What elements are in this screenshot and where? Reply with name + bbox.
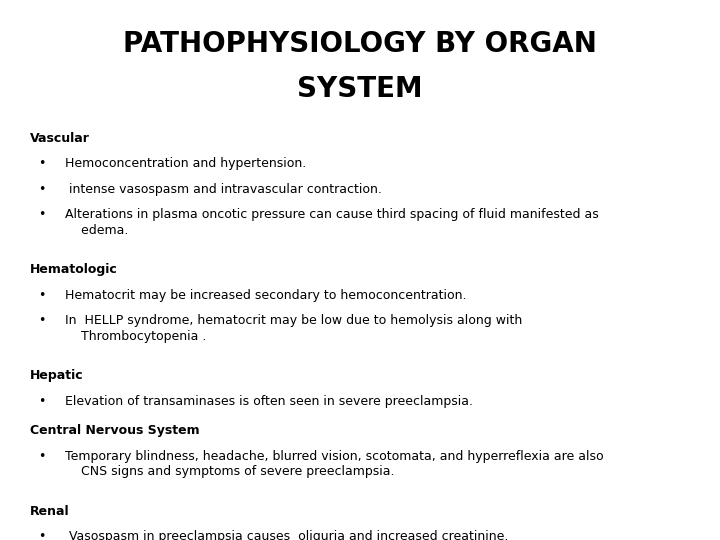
Text: Elevation of transaminases is often seen in severe preeclampsia.: Elevation of transaminases is often seen…	[65, 395, 473, 408]
Text: •: •	[38, 395, 45, 408]
Text: Vascular: Vascular	[30, 132, 90, 145]
Text: Temporary blindness, headache, blurred vision, scotomata, and hyperreflexia are : Temporary blindness, headache, blurred v…	[65, 450, 603, 478]
Text: intense vasospasm and intravascular contraction.: intense vasospasm and intravascular cont…	[65, 183, 382, 196]
Text: •: •	[38, 208, 45, 221]
Text: Central Nervous System: Central Nervous System	[30, 424, 199, 437]
Text: •: •	[38, 314, 45, 327]
Text: Renal: Renal	[30, 505, 70, 518]
Text: Hepatic: Hepatic	[30, 369, 84, 382]
Text: Alterations in plasma oncotic pressure can cause third spacing of fluid manifest: Alterations in plasma oncotic pressure c…	[65, 208, 599, 237]
Text: •: •	[38, 530, 45, 540]
Text: •: •	[38, 450, 45, 463]
Text: Vasospasm in preeclampsia causes  oliguria and increased creatinine.: Vasospasm in preeclampsia causes oliguri…	[65, 530, 508, 540]
Text: Hematocrit may be increased secondary to hemoconcentration.: Hematocrit may be increased secondary to…	[65, 289, 467, 302]
Text: In  HELLP syndrome, hematocrit may be low due to hemolysis along with
    Thromb: In HELLP syndrome, hematocrit may be low…	[65, 314, 522, 343]
Text: •: •	[38, 158, 45, 171]
Text: Hematologic: Hematologic	[30, 264, 118, 276]
Text: SYSTEM: SYSTEM	[297, 75, 423, 103]
Text: PATHOPHYSIOLOGY BY ORGAN: PATHOPHYSIOLOGY BY ORGAN	[123, 30, 597, 58]
Text: Hemoconcentration and hypertension.: Hemoconcentration and hypertension.	[65, 158, 306, 171]
Text: •: •	[38, 183, 45, 196]
Text: •: •	[38, 289, 45, 302]
